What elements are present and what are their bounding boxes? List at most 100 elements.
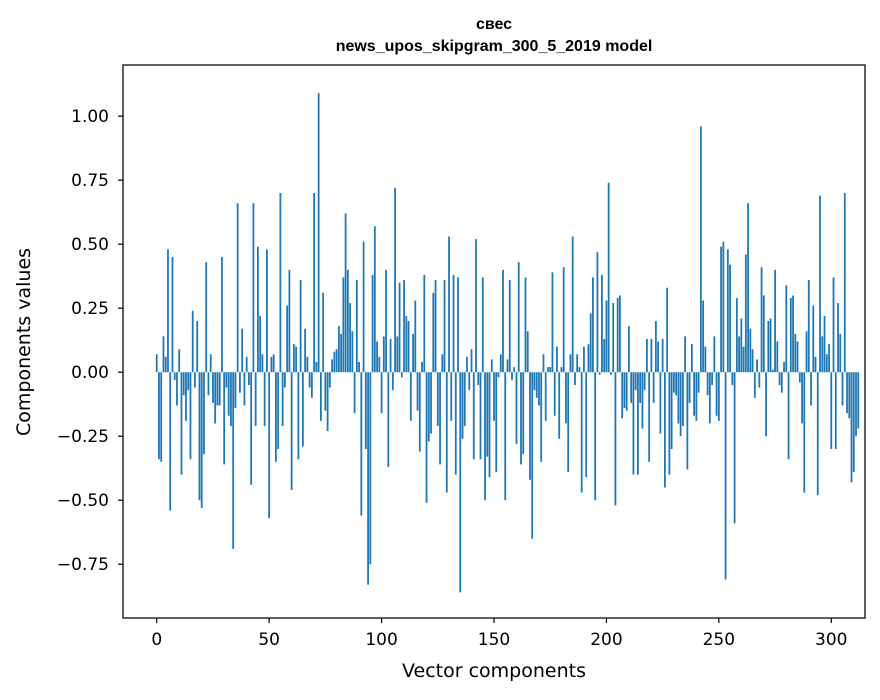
bar (783, 361, 785, 373)
bar (574, 372, 576, 386)
bar (526, 331, 529, 373)
bar (855, 372, 857, 437)
bar (556, 346, 558, 373)
bar (796, 341, 799, 373)
bar (266, 249, 268, 373)
bar (362, 241, 365, 373)
bar (236, 203, 239, 373)
bar (385, 269, 387, 373)
bar (409, 372, 412, 421)
bar (553, 372, 556, 416)
bar (612, 303, 615, 373)
y-axis: 1.00 0.75 0.50 0.25 0.00 −0.25 −0.50 −0.75 (57, 107, 123, 575)
chart-subtitle: news_upos_skipgram_300_5_2019 model (336, 38, 653, 55)
bar (672, 372, 675, 393)
y-tick-label: −0.25 (57, 427, 109, 447)
bar (250, 372, 253, 485)
bar (506, 359, 509, 373)
bar (708, 372, 711, 424)
x-tick-label: 0 (151, 630, 162, 650)
bar (194, 372, 196, 388)
bar (364, 372, 367, 450)
bar (722, 241, 725, 373)
bar (288, 269, 291, 373)
bar (376, 341, 378, 373)
y-tick-label: −0.75 (57, 555, 109, 575)
bar (751, 349, 754, 373)
bar (780, 372, 783, 393)
bar (488, 372, 491, 478)
y-axis-label: Components values (13, 248, 35, 436)
bar (688, 372, 691, 403)
bar (857, 372, 860, 429)
x-tick-label: 200 (590, 630, 622, 650)
bar (830, 372, 833, 450)
bar (360, 372, 363, 516)
bar (182, 372, 185, 396)
bar (603, 338, 606, 373)
bar (414, 300, 417, 373)
bar (218, 372, 221, 406)
bar (742, 346, 745, 373)
bar (277, 372, 280, 450)
bar (846, 372, 848, 414)
bar (621, 372, 624, 419)
bar (652, 372, 655, 403)
bar (416, 372, 419, 411)
bar (162, 336, 165, 373)
bar (306, 356, 309, 373)
bar (852, 372, 855, 473)
bar (697, 372, 700, 393)
bar (533, 372, 536, 391)
bar (407, 321, 410, 373)
y-tick-label: 0.00 (71, 363, 109, 383)
bar (839, 333, 842, 373)
bar (675, 372, 678, 396)
bar (816, 372, 819, 496)
bar (243, 372, 246, 406)
bar (367, 372, 369, 585)
bar (344, 213, 347, 373)
bar (445, 372, 448, 493)
bar (823, 315, 826, 373)
bar (436, 372, 439, 426)
bar (511, 372, 513, 380)
bar (614, 372, 617, 506)
bar (263, 372, 266, 426)
bar (412, 333, 414, 373)
bar (225, 372, 228, 388)
bar (663, 372, 666, 488)
bar (715, 372, 718, 416)
bar (421, 361, 423, 373)
bar (328, 372, 331, 388)
bar (592, 277, 594, 373)
bar (248, 372, 250, 386)
bar (778, 372, 781, 386)
bar (400, 372, 403, 378)
bar (749, 328, 752, 373)
bar (434, 280, 437, 373)
bar (807, 280, 810, 373)
bar (317, 93, 320, 373)
bar (371, 274, 374, 373)
bar (463, 372, 466, 426)
bar (677, 372, 680, 424)
bar (738, 336, 740, 373)
bar (585, 372, 588, 478)
bar (594, 372, 597, 501)
bar (522, 372, 525, 455)
bar (643, 372, 646, 391)
bar (396, 336, 399, 373)
bar (481, 277, 484, 373)
bar (578, 367, 581, 373)
bar (283, 372, 286, 388)
bar (580, 372, 583, 493)
bar (227, 372, 230, 416)
bar (549, 367, 552, 373)
bar (452, 274, 455, 373)
bar (733, 372, 736, 524)
y-tick-label: 0.50 (71, 235, 109, 255)
bar (654, 321, 657, 373)
bar (565, 372, 567, 424)
